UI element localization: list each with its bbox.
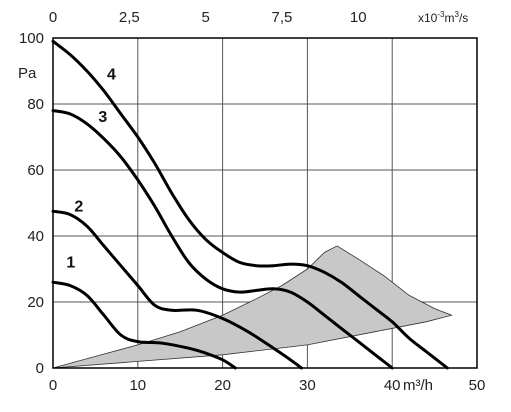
y-tick-label: 0	[36, 360, 44, 377]
x2-tick-label: 2,5	[119, 9, 140, 26]
x2-tick-label: 7,5	[272, 9, 293, 26]
curve-1	[51, 280, 237, 370]
y-tick-label: 40	[27, 228, 44, 245]
x-tick-label: 40	[384, 377, 401, 394]
y-axis-ticks: 0 20 40 60 80 100	[19, 30, 44, 377]
x-axis-ticks: 0 10 20 30 40 50	[49, 377, 486, 394]
x2-tick-label: 0	[49, 9, 57, 26]
curve-2	[51, 209, 303, 370]
curve-labels: 1 2 3 4	[66, 66, 116, 271]
x-tick-label: 30	[299, 377, 316, 394]
plot-border	[52, 37, 478, 369]
x-tick-label: 10	[129, 377, 146, 394]
plot-frame	[52, 37, 478, 369]
x2-tick-label: 10	[350, 9, 367, 26]
y-axis-unit: Pa	[18, 65, 37, 82]
curve-4	[51, 39, 449, 370]
y-tick-label: 100	[19, 30, 44, 47]
x2-axis-ticks: 0 2,5 5 7,5 10	[49, 9, 367, 26]
x2-axis-unit: x10-3m3/s	[418, 10, 468, 25]
curve-label-3: 3	[98, 109, 107, 126]
curves	[51, 39, 449, 370]
y-tick-label: 80	[27, 96, 44, 113]
y-tick-label: 60	[27, 162, 44, 179]
curve-3	[51, 109, 394, 370]
x-axis-unit: m³/h	[403, 377, 433, 394]
x-tick-label: 20	[214, 377, 231, 394]
x-tick-label: 0	[49, 377, 57, 394]
y-tick-label: 20	[27, 294, 44, 311]
x2-tick-label: 5	[201, 9, 209, 26]
x-tick-label: 50	[469, 377, 486, 394]
curve-label-4: 4	[107, 66, 116, 83]
operating-region-area	[52, 245, 453, 369]
curve-label-1: 1	[66, 254, 75, 271]
operating-region	[52, 245, 453, 369]
curve-label-2: 2	[74, 198, 83, 215]
